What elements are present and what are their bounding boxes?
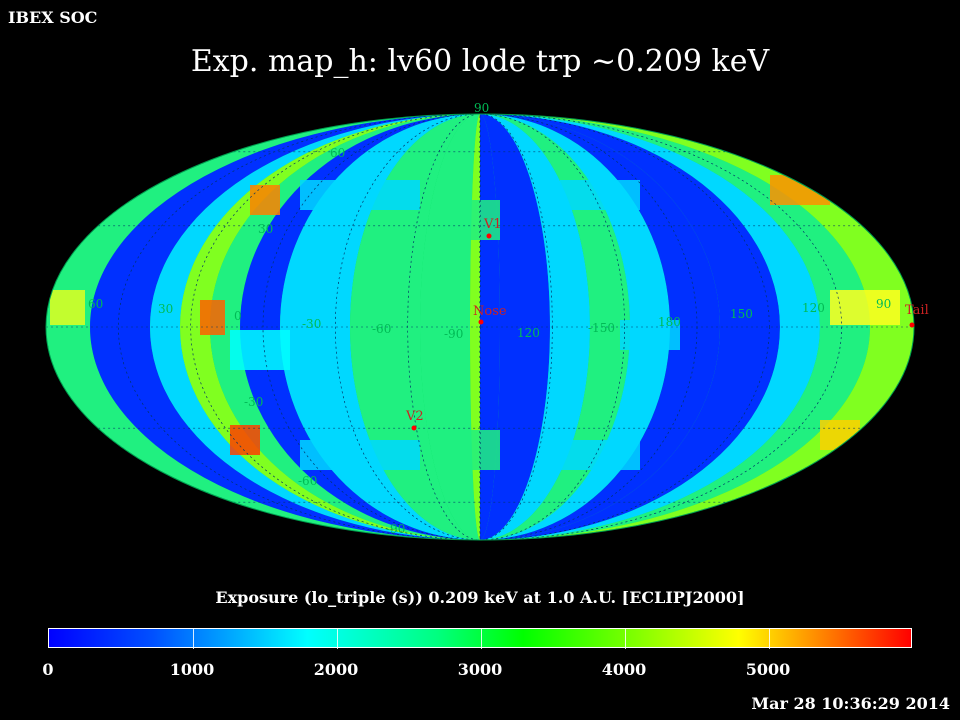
- grid-meridian: [190, 114, 770, 540]
- exposure-patch: [300, 180, 420, 210]
- lat-label: 90: [474, 101, 489, 115]
- exposure-patch: [560, 180, 640, 210]
- grid-meridian: [335, 114, 625, 540]
- exposure-patch: [440, 200, 500, 240]
- lon-label: -60: [372, 322, 391, 336]
- exposure-band: [480, 114, 720, 540]
- exposure-patch: [620, 320, 680, 350]
- lon-label: 30: [158, 302, 173, 316]
- nose-marker: [478, 319, 484, 325]
- lon-label: -150: [588, 321, 615, 335]
- v1-marker: [486, 233, 492, 239]
- colorbar-tick-label: 3000: [457, 660, 503, 679]
- exposure-patch: [50, 290, 85, 325]
- exposure-patch: [200, 300, 225, 335]
- lon-label: -30: [302, 317, 321, 331]
- colorbar-caption: Exposure (lo_triple (s)) 0.209 keV at 1.…: [215, 588, 745, 607]
- exposure-band: [280, 114, 480, 540]
- colorbar: [48, 628, 912, 649]
- colorbar-tick-label: 2000: [313, 660, 359, 679]
- exposure-patch: [830, 290, 900, 325]
- exposure-band: [350, 114, 480, 540]
- exposure-patch: [440, 430, 500, 470]
- exposure-patch: [230, 425, 260, 455]
- v2-marker: [411, 425, 417, 431]
- org-label: IBEX SOC: [8, 8, 98, 27]
- exposure-patch: [250, 185, 280, 215]
- timestamp: Mar 28 10:36:29 2014: [751, 694, 950, 713]
- exposure-patch: [230, 330, 290, 370]
- lon-label: 180: [658, 315, 681, 329]
- colorbar-tick-label: 4000: [601, 660, 647, 679]
- lat-label: 30: [258, 222, 273, 236]
- lat-label: 60: [330, 146, 345, 160]
- page-title: Exp. map_h: lv60 lode trp ~0.209 keV: [190, 44, 770, 79]
- colorbar-tick-label: 1000: [169, 660, 215, 679]
- v1-label: V1: [483, 217, 502, 232]
- exposure-band: [480, 114, 670, 540]
- exposure-patch: [770, 175, 830, 205]
- lon-label: 0: [234, 309, 242, 323]
- lon-label: -90: [444, 327, 463, 341]
- lon-label: 120: [517, 326, 540, 340]
- exposure-band: [480, 114, 630, 540]
- lon-label: 120: [802, 301, 825, 315]
- lon-label: 60: [88, 297, 103, 311]
- exposure-patch: [560, 440, 640, 470]
- lon-label: 150: [730, 307, 753, 321]
- tail-marker: [909, 322, 915, 328]
- exposure-patch: [300, 440, 420, 470]
- nose-label: Nose: [473, 304, 507, 319]
- exposure-band: [90, 114, 480, 540]
- exposure-band: [480, 114, 590, 540]
- colorbar-tick-label: 0: [42, 660, 54, 679]
- lat-label: -30: [244, 395, 263, 409]
- lat-label: -90: [386, 522, 405, 536]
- tail-label: Tail: [905, 303, 929, 318]
- lon-label: 90: [876, 297, 891, 311]
- lat-label: -60: [298, 474, 317, 488]
- exposure-band: [240, 114, 480, 540]
- exposure-band: [480, 114, 780, 540]
- colorbar-tick-label: 5000: [745, 660, 791, 679]
- v2-label: V2: [405, 409, 424, 424]
- grid-meridian: [479, 114, 481, 540]
